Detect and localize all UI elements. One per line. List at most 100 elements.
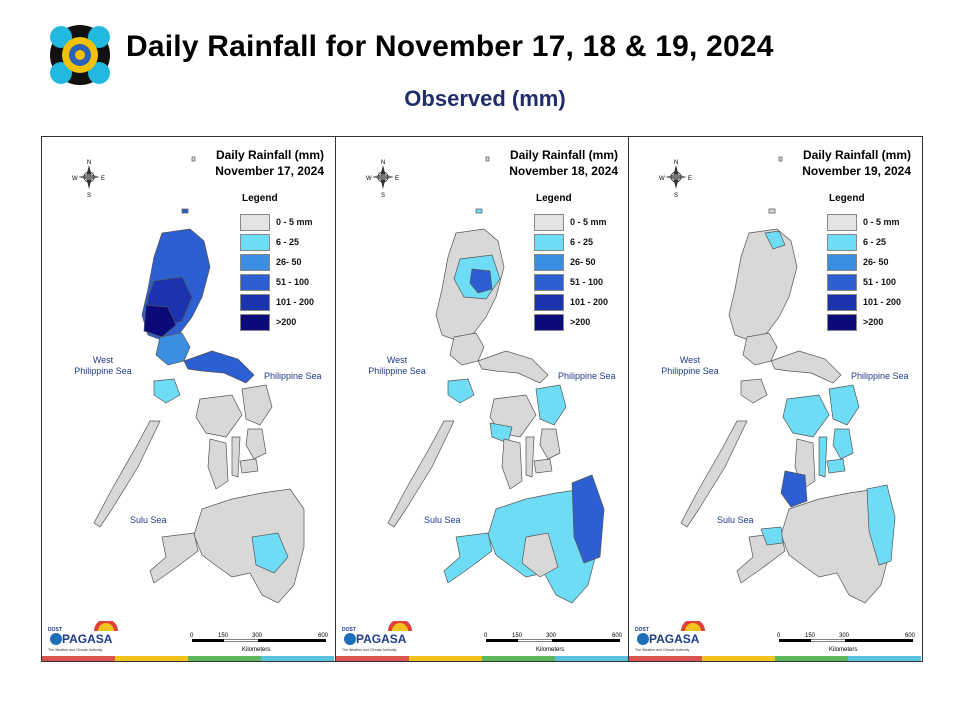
panel-title-label: Daily Rainfall (mm) bbox=[215, 148, 324, 162]
label-west-philippine-sea: West Philippine Sea bbox=[661, 355, 719, 376]
panel-nov-17: N S W E Daily Rainfall (mm) November 17,… bbox=[42, 137, 334, 661]
svg-text:600: 600 bbox=[905, 633, 916, 639]
region-luzon-central bbox=[449, 332, 485, 366]
label-philippine-sea: Philippine Sea bbox=[558, 371, 616, 381]
svg-text:PAGASA: PAGASA bbox=[649, 632, 700, 646]
philippines-map bbox=[680, 156, 896, 604]
color-stripe bbox=[42, 656, 334, 661]
region-luzon-north bbox=[728, 228, 798, 342]
compass-s: S bbox=[674, 193, 678, 197]
scale-bar: 0 150 300 600 Kilometers bbox=[484, 633, 623, 653]
legend-swatch bbox=[534, 253, 564, 271]
legend-item: 101 - 200 bbox=[240, 292, 330, 312]
legend-item: >200 bbox=[240, 312, 330, 332]
svg-text:Kilometers: Kilometers bbox=[536, 647, 564, 653]
region-mindanao bbox=[780, 488, 892, 604]
legend-swatch bbox=[827, 273, 857, 291]
compass-rose: N S W E bbox=[72, 157, 106, 202]
region-mindanao-east bbox=[866, 484, 896, 566]
region-luzon-central bbox=[742, 332, 778, 366]
legend-swatch bbox=[240, 273, 270, 291]
svg-text:300: 300 bbox=[252, 633, 263, 639]
region-mindanao-dry bbox=[521, 532, 559, 578]
region-luzon-core bbox=[469, 268, 493, 294]
region-palawan bbox=[93, 420, 161, 528]
region-leyte bbox=[832, 428, 854, 460]
legend-swatch bbox=[240, 213, 270, 231]
pagasa-brand-logo: DOST PAGASA The Weather and Climate Auth… bbox=[48, 621, 118, 652]
svg-text:Kilometers: Kilometers bbox=[242, 647, 270, 653]
svg-text:300: 300 bbox=[546, 633, 557, 639]
panel-title: Daily Rainfall (mm) November 19, 2024 bbox=[802, 147, 911, 179]
philippines-map bbox=[93, 156, 305, 604]
legend-label: >200 bbox=[863, 317, 884, 327]
label-philippine-sea: Philippine Sea bbox=[851, 371, 909, 381]
region-leyte bbox=[539, 428, 561, 460]
legend-item: 6 - 25 bbox=[827, 232, 917, 252]
region-samar bbox=[241, 384, 273, 426]
legend-label: >200 bbox=[276, 317, 297, 327]
compass-w: W bbox=[366, 176, 372, 182]
panel-date: November 19, 2024 bbox=[802, 164, 911, 178]
region-cebu bbox=[818, 436, 828, 478]
compass-e: E bbox=[395, 176, 399, 182]
svg-text:150: 150 bbox=[512, 633, 523, 639]
region-mindanao-rain bbox=[251, 532, 289, 574]
legend-label: 51 - 100 bbox=[863, 277, 897, 287]
legend-title: Legend bbox=[242, 193, 278, 204]
legend: Legend 0 - 5 mm 6 - 25 26- 50 51 - 100 1… bbox=[534, 193, 624, 332]
pagasa-brand-logo: DOST PAGASA The Weather and Climate Auth… bbox=[342, 621, 412, 652]
page-title: Daily Rainfall for November 17, 18 & 19,… bbox=[126, 30, 774, 63]
label-west-philippine-sea: West Philippine Sea bbox=[368, 355, 426, 376]
region-zamboanga-rain bbox=[760, 526, 784, 546]
region-bohol bbox=[239, 458, 259, 474]
legend-label: 51 - 100 bbox=[570, 277, 604, 287]
legend-title: Legend bbox=[536, 193, 572, 204]
legend-swatch bbox=[827, 313, 857, 331]
label-sulu-sea: Sulu Sea bbox=[130, 515, 167, 525]
panel-title-label: Daily Rainfall (mm) bbox=[802, 148, 911, 162]
region-zamboanga bbox=[443, 532, 493, 584]
legend-item: >200 bbox=[827, 312, 917, 332]
label-west-philippine-sea: West Philippine Sea bbox=[74, 355, 132, 376]
compass-w: W bbox=[72, 176, 78, 182]
region-luzon-rain bbox=[764, 230, 786, 250]
svg-text:DOST: DOST bbox=[48, 627, 62, 633]
legend-label: 6 - 25 bbox=[570, 237, 594, 247]
compass-e: E bbox=[101, 176, 105, 182]
panel-title: Daily Rainfall (mm) November 18, 2024 bbox=[509, 147, 618, 179]
region-luzon-central bbox=[155, 332, 191, 366]
legend-swatch bbox=[534, 293, 564, 311]
page-subtitle: Observed (mm) bbox=[404, 86, 566, 111]
legend-label: 0 - 5 mm bbox=[276, 217, 313, 227]
region-mindoro bbox=[447, 378, 475, 404]
svg-text:PAGASA: PAGASA bbox=[356, 632, 407, 646]
islet-batanes bbox=[191, 156, 196, 162]
label-philippine-sea: Philippine Sea bbox=[264, 371, 322, 381]
region-negros-south bbox=[780, 470, 808, 508]
legend-label: 6 - 25 bbox=[276, 237, 300, 247]
legend-item: 51 - 100 bbox=[240, 272, 330, 292]
svg-text:600: 600 bbox=[612, 633, 623, 639]
compass-e: E bbox=[688, 176, 692, 182]
legend-label: 0 - 5 mm bbox=[570, 217, 607, 227]
legend-swatch bbox=[827, 233, 857, 251]
svg-text:DOST: DOST bbox=[635, 627, 649, 633]
legend-swatch bbox=[240, 293, 270, 311]
svg-text:150: 150 bbox=[805, 633, 816, 639]
legend-swatch bbox=[534, 313, 564, 331]
legend-label: 0 - 5 mm bbox=[863, 217, 900, 227]
panel-title: Daily Rainfall (mm) November 17, 2024 bbox=[215, 147, 324, 179]
legend-label: 51 - 100 bbox=[276, 277, 310, 287]
legend-label: 26- 50 bbox=[863, 257, 889, 267]
islet-babuyan bbox=[768, 208, 776, 214]
color-stripe bbox=[336, 656, 628, 661]
islet-babuyan bbox=[475, 208, 483, 214]
svg-text:0: 0 bbox=[777, 633, 781, 639]
svg-text:300: 300 bbox=[839, 633, 850, 639]
region-bohol bbox=[533, 458, 553, 474]
region-bohol bbox=[826, 458, 846, 474]
legend-item: 0 - 5 mm bbox=[240, 212, 330, 232]
legend: Legend 0 - 5 mm 6 - 25 26- 50 51 - 100 1… bbox=[240, 193, 330, 332]
region-mindoro bbox=[153, 378, 181, 404]
